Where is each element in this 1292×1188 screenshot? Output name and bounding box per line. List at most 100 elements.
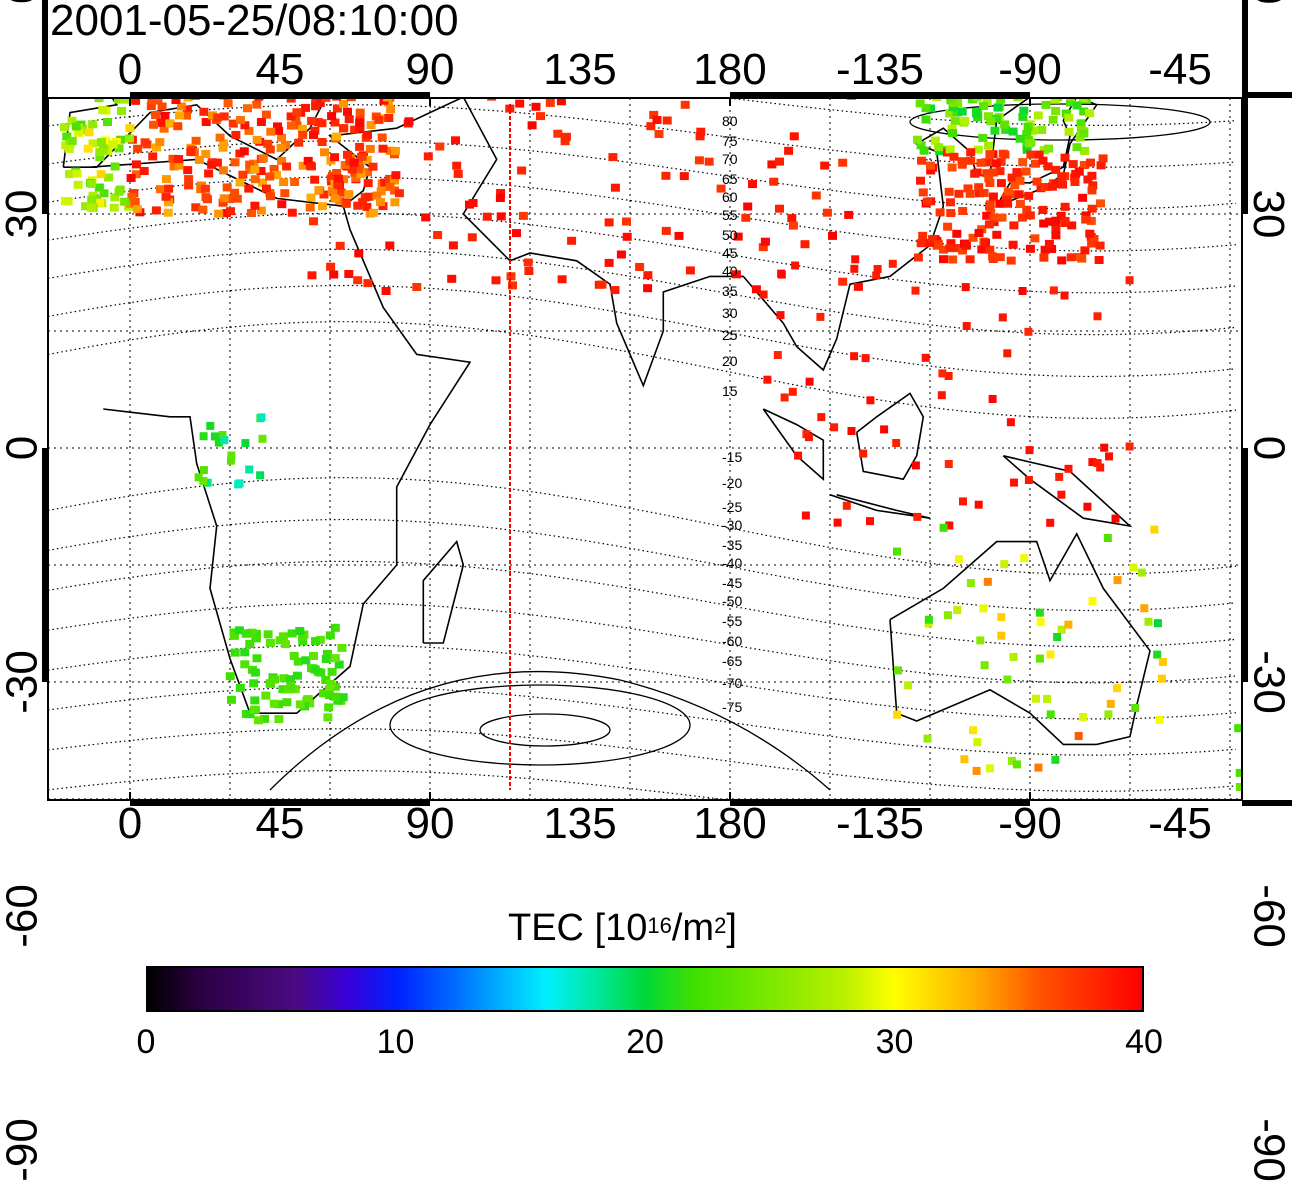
- tec-cell: [1043, 695, 1051, 703]
- tec-cell: [371, 52, 380, 60]
- tec-cell: [1087, 172, 1096, 180]
- tec-cell: [188, 40, 197, 48]
- tec-cell: [364, 179, 373, 187]
- tec-cell: [85, 128, 94, 136]
- tec-cell: [1026, 151, 1035, 159]
- tec-cell: [274, 37, 283, 45]
- tec-cell: [155, 72, 164, 80]
- tec-cell: [220, 436, 228, 444]
- tec-cell: [946, 209, 955, 217]
- tec-cell: [854, 283, 863, 291]
- tec-cell: [266, 26, 275, 34]
- tec-cell: [938, 391, 946, 399]
- tec-cell: [1007, 257, 1016, 265]
- tec-cell: [356, 48, 365, 56]
- colorbar-tick: 30: [876, 1024, 914, 1060]
- tec-cell: [1058, 181, 1067, 189]
- tec-cell: [350, 9, 359, 17]
- tec-cell: [88, 120, 97, 128]
- tec-cell: [918, 232, 927, 240]
- tec-cell: [65, 145, 74, 153]
- tec-cell: [1064, 114, 1073, 122]
- tec-cell: [73, 170, 82, 178]
- tec-cell: [1138, 569, 1146, 577]
- tec-cell: [192, 0, 201, 6]
- tec-cell: [1159, 658, 1167, 666]
- tec-cell: [330, 153, 339, 161]
- tec-cell: [258, 12, 267, 20]
- tec-cell: [238, 83, 247, 91]
- tec-cell: [384, 114, 393, 122]
- tec-cell: [87, 28, 96, 36]
- tec-cell: [985, 179, 994, 187]
- tec-cell: [225, 35, 234, 43]
- right-lat-label: 30: [1246, 189, 1290, 239]
- tec-cell: [107, 32, 116, 40]
- tec-cell: [241, 84, 250, 92]
- tec-cell: [1086, 159, 1095, 167]
- tec-cell: [1050, 286, 1058, 294]
- tec-cell: [805, 433, 813, 441]
- tec-cell: [962, 242, 971, 250]
- tec-cell: [948, 256, 957, 264]
- tec-cell: [227, 696, 236, 704]
- tec-cell: [84, 145, 93, 153]
- tec-cell: [236, 684, 245, 692]
- tec-cell: [225, 36, 234, 44]
- tec-cell: [194, 66, 203, 74]
- tec-cell: [848, 427, 856, 435]
- tec-cell: [998, 214, 1007, 222]
- tec-cell: [1004, 188, 1013, 196]
- tec-cell: [330, 14, 339, 22]
- tec-cell: [919, 188, 928, 196]
- tec-cell: [390, 198, 399, 206]
- tec-cell: [194, 38, 203, 46]
- tec-cell: [1279, 721, 1287, 729]
- tec-cell: [339, 50, 348, 58]
- tec-cell: [1085, 109, 1094, 117]
- tec-cell: [945, 460, 953, 468]
- tec-cell: [276, 19, 285, 27]
- left-lat-label: -30: [0, 645, 44, 720]
- tec-cell: [838, 278, 847, 286]
- tec-cell: [69, 24, 78, 32]
- contour-line: [48, 896, 1236, 900]
- tec-cell: [97, 54, 106, 62]
- tec-cell: [182, 30, 191, 38]
- south-pole-contour: [270, 672, 830, 790]
- tec-cell: [985, 220, 994, 228]
- tec-cell: [788, 75, 797, 83]
- tec-cell: [253, 136, 262, 144]
- tec-cell: [1047, 710, 1055, 718]
- tec-cell: [1096, 199, 1105, 207]
- tec-cell: [794, 452, 802, 460]
- tec-cell: [257, 118, 266, 126]
- tec-cell: [940, 524, 948, 532]
- tec-cell: [250, 165, 259, 173]
- tec-cell: [330, 194, 339, 202]
- colorbar-tick: 40: [1125, 1024, 1163, 1060]
- tec-cell: [311, 666, 320, 674]
- tec-cell: [459, 86, 468, 94]
- tec-cell: [259, 435, 267, 443]
- tec-cell: [216, 134, 225, 142]
- tec-cell: [143, 27, 152, 35]
- tec-cell: [175, 83, 184, 91]
- tec-cell: [866, 517, 874, 525]
- tec-cell: [237, 28, 246, 36]
- tec-cell: [378, 134, 387, 142]
- contour-label: 70: [722, 151, 738, 167]
- world-tec-map: 8075706560555045403530252015-15-20-25-30…: [0, 0, 1292, 900]
- tec-cell: [240, 648, 249, 656]
- contour-label: -40: [722, 555, 742, 571]
- tec-cell: [946, 244, 955, 252]
- tec-cell: [310, 0, 319, 8]
- tec-cell: [953, 606, 961, 614]
- tec-cell: [975, 501, 983, 509]
- tec-cell: [297, 33, 306, 41]
- tec-cell: [570, 26, 579, 34]
- tec-cell: [349, 72, 358, 80]
- tec-cell: [741, 214, 750, 222]
- tec-cell: [295, 627, 304, 635]
- tec-cell: [181, 3, 190, 11]
